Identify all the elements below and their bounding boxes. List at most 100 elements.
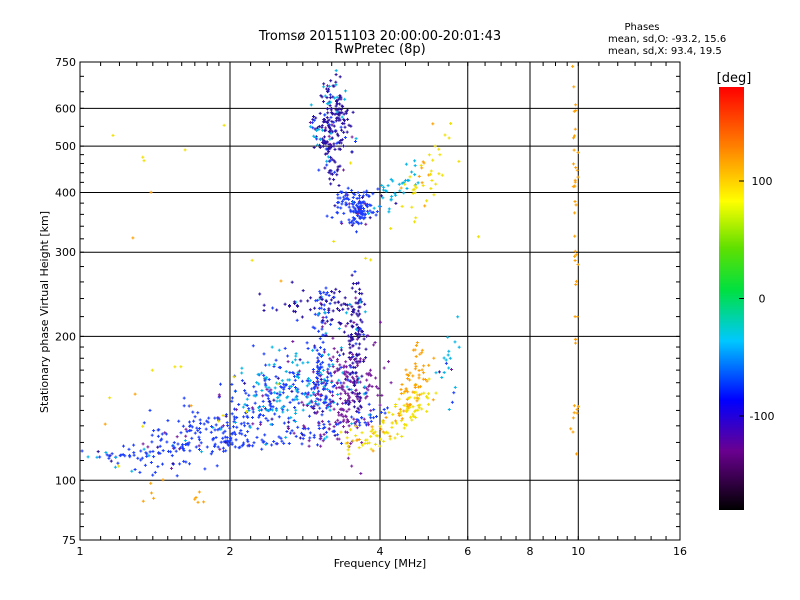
data-point bbox=[279, 393, 281, 396]
data-point bbox=[409, 378, 411, 382]
data-point bbox=[416, 393, 418, 397]
data-point bbox=[231, 382, 233, 386]
data-point bbox=[415, 383, 417, 387]
data-point bbox=[359, 209, 361, 213]
data-point bbox=[422, 160, 424, 164]
data-point bbox=[330, 400, 332, 404]
data-point bbox=[403, 391, 405, 395]
data-point bbox=[381, 183, 383, 187]
data-point bbox=[198, 490, 200, 494]
data-point bbox=[574, 127, 576, 131]
data-point bbox=[330, 404, 332, 408]
y-tick-label: 400 bbox=[55, 186, 76, 199]
data-point bbox=[240, 429, 242, 432]
data-point bbox=[241, 444, 243, 448]
data-point bbox=[299, 436, 301, 440]
data-point bbox=[387, 431, 389, 435]
data-point bbox=[257, 427, 259, 431]
data-point bbox=[368, 402, 370, 406]
data-point bbox=[424, 378, 426, 381]
data-point bbox=[423, 161, 425, 165]
data-point bbox=[342, 408, 344, 411]
data-point bbox=[325, 142, 327, 146]
data-point bbox=[356, 438, 358, 442]
data-point bbox=[388, 411, 390, 414]
data-point bbox=[414, 367, 416, 371]
data-point bbox=[381, 393, 383, 397]
data-point bbox=[298, 376, 299, 380]
data-point bbox=[328, 142, 330, 146]
data-point bbox=[338, 367, 340, 371]
data-point bbox=[354, 200, 355, 204]
data-point bbox=[283, 387, 285, 391]
data-point bbox=[165, 432, 167, 436]
data-point bbox=[427, 402, 429, 406]
data-point bbox=[330, 108, 332, 112]
data-point bbox=[382, 419, 383, 423]
data-point bbox=[432, 122, 434, 126]
data-point bbox=[574, 234, 576, 238]
data-point bbox=[358, 300, 360, 304]
data-point bbox=[345, 193, 347, 197]
data-point bbox=[347, 108, 348, 112]
data-point bbox=[351, 305, 353, 309]
data-point bbox=[200, 421, 201, 425]
data-point bbox=[287, 425, 289, 429]
data-point bbox=[458, 159, 460, 163]
data-point bbox=[348, 452, 350, 456]
data-point bbox=[268, 378, 270, 381]
data-point bbox=[391, 194, 393, 198]
data-point bbox=[340, 97, 342, 101]
data-point bbox=[363, 337, 365, 341]
data-point bbox=[354, 217, 356, 221]
data-point bbox=[184, 439, 186, 443]
data-point bbox=[252, 416, 253, 419]
data-point bbox=[266, 442, 268, 446]
data-point bbox=[348, 356, 350, 359]
data-point bbox=[263, 373, 265, 377]
data-point bbox=[122, 453, 124, 456]
data-point bbox=[109, 396, 111, 400]
data-point bbox=[368, 371, 370, 375]
data-point bbox=[110, 459, 112, 463]
data-point bbox=[329, 364, 331, 368]
data-point bbox=[277, 376, 279, 380]
data-point bbox=[366, 334, 368, 338]
data-point bbox=[286, 396, 288, 400]
data-point bbox=[323, 82, 325, 86]
data-point bbox=[341, 199, 343, 203]
data-point bbox=[414, 409, 416, 413]
data-point bbox=[347, 394, 349, 398]
data-point bbox=[256, 381, 258, 385]
data-point bbox=[222, 414, 224, 417]
data-point bbox=[282, 391, 284, 395]
data-point bbox=[212, 437, 214, 441]
data-point bbox=[365, 222, 367, 226]
data-point bbox=[357, 206, 359, 210]
data-point bbox=[339, 118, 341, 122]
data-point bbox=[273, 365, 275, 368]
data-point bbox=[328, 124, 330, 128]
data-point bbox=[314, 385, 316, 389]
data-point bbox=[268, 386, 270, 390]
data-point bbox=[340, 346, 342, 350]
data-point bbox=[253, 441, 255, 445]
data-point bbox=[338, 300, 340, 304]
data-point bbox=[426, 199, 428, 203]
y-tick-label: 75 bbox=[62, 534, 76, 547]
data-point bbox=[367, 209, 368, 213]
data-point bbox=[388, 207, 390, 211]
data-point bbox=[424, 204, 426, 208]
data-point bbox=[369, 209, 371, 213]
data-point bbox=[344, 136, 346, 139]
data-point bbox=[336, 437, 338, 441]
data-point bbox=[252, 422, 254, 426]
data-point bbox=[353, 405, 355, 409]
data-point bbox=[332, 394, 334, 398]
data-point bbox=[345, 191, 347, 195]
data-point bbox=[316, 129, 318, 132]
data-point bbox=[375, 385, 377, 389]
data-point bbox=[341, 202, 343, 206]
data-point bbox=[328, 405, 330, 409]
